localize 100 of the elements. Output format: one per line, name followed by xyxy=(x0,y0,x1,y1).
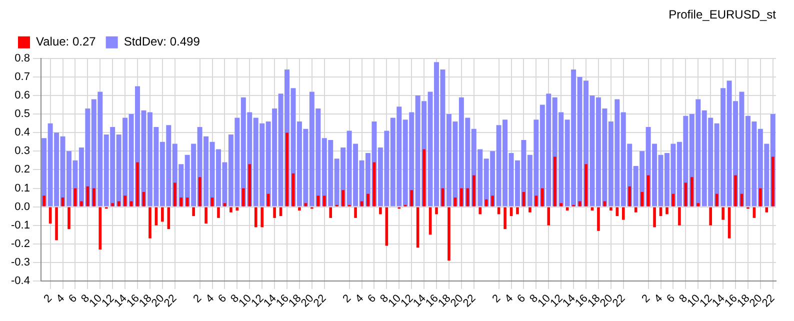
y-tick-label: 0.7 xyxy=(14,70,30,83)
x-tick-label: 22 xyxy=(461,292,478,310)
bar xyxy=(628,186,632,206)
bar xyxy=(142,192,146,206)
bar xyxy=(422,149,426,206)
y-tick-label: 0.3 xyxy=(14,145,30,158)
bar xyxy=(560,203,562,206)
bar xyxy=(603,201,606,206)
bar xyxy=(61,198,64,206)
x-tick-label: 6 xyxy=(216,292,229,306)
bar xyxy=(541,188,544,206)
bar xyxy=(771,156,774,206)
bar xyxy=(553,156,556,206)
bar xyxy=(684,182,688,206)
legend-label: StdDev: 0.499 xyxy=(124,34,200,49)
bar xyxy=(410,190,413,206)
bar xyxy=(722,207,724,220)
bar xyxy=(666,207,668,214)
bar xyxy=(217,207,220,218)
x-tick-label: 4 xyxy=(353,292,366,306)
bar xyxy=(55,207,58,240)
bar xyxy=(491,196,494,206)
bar xyxy=(68,207,70,230)
bar xyxy=(86,186,90,206)
bar xyxy=(690,177,694,206)
bar xyxy=(98,207,102,250)
bar xyxy=(516,207,519,214)
bar xyxy=(322,196,326,206)
bar xyxy=(678,207,681,226)
y-tick-label: -0.2 xyxy=(10,238,30,250)
bar xyxy=(578,201,582,206)
x-tick-label: 4 xyxy=(204,292,217,306)
x-tick-label: 2 xyxy=(490,292,504,306)
bar xyxy=(186,198,189,206)
x-tick-label: 2 xyxy=(640,292,653,306)
bar xyxy=(180,198,183,206)
bar xyxy=(360,201,364,206)
bar xyxy=(478,207,482,214)
bar xyxy=(759,188,762,206)
bar xyxy=(111,203,114,206)
y-tick-label: 0.1 xyxy=(14,182,30,194)
bar xyxy=(42,196,46,206)
bar xyxy=(260,207,264,228)
bar xyxy=(161,207,164,222)
y-tick-label: -0.1 xyxy=(10,219,30,232)
x-tick-label: 4 xyxy=(502,292,516,306)
y-tick-label: 0.2 xyxy=(14,164,30,176)
bar xyxy=(316,196,320,206)
bar xyxy=(130,201,133,206)
bar xyxy=(254,207,258,228)
bar xyxy=(354,207,357,218)
bar xyxy=(273,207,276,218)
bar xyxy=(136,162,139,206)
x-tick-label: 22 xyxy=(162,292,180,310)
bar xyxy=(80,201,83,206)
y-tick-label: -0.3 xyxy=(10,256,30,268)
bar xyxy=(124,196,126,206)
y-tick-label: 0.8 xyxy=(14,52,30,64)
bar xyxy=(366,194,370,206)
bar xyxy=(528,207,532,212)
x-tick-label: 6 xyxy=(366,292,378,306)
bar xyxy=(622,207,625,220)
y-tick-label: 0.0 xyxy=(14,200,30,213)
bar xyxy=(248,164,252,206)
bar xyxy=(522,192,526,206)
bar xyxy=(597,207,600,231)
x-tick-label: 6 xyxy=(66,292,80,306)
x-tick-label: 6 xyxy=(664,292,678,306)
bar xyxy=(472,175,476,206)
bar xyxy=(379,207,382,214)
bar xyxy=(117,201,120,206)
bar xyxy=(448,207,450,261)
bar xyxy=(342,190,344,206)
bar xyxy=(435,207,438,214)
bar xyxy=(460,188,463,206)
bar xyxy=(696,203,700,206)
x-tick-label: 4 xyxy=(54,292,68,306)
y-tick-label: -0.4 xyxy=(10,275,30,288)
bar xyxy=(734,175,737,206)
bar xyxy=(653,207,656,228)
bar xyxy=(504,207,506,230)
bar xyxy=(223,203,226,206)
bar xyxy=(454,198,457,206)
x-tick-label: 22 xyxy=(312,292,329,310)
y-tick-label: 0.6 xyxy=(14,90,30,102)
bar xyxy=(173,182,176,206)
bar xyxy=(204,207,208,224)
bar xyxy=(92,188,96,206)
x-tick-label: 2 xyxy=(42,292,55,306)
bar xyxy=(298,207,301,211)
bar xyxy=(329,207,332,218)
bar xyxy=(304,203,308,206)
x-tick-label: 2 xyxy=(340,292,354,306)
bar xyxy=(584,164,588,206)
x-tick-label: 2 xyxy=(191,292,204,306)
bar xyxy=(286,132,288,206)
legend-label: Value: 0.27 xyxy=(36,34,96,49)
bar xyxy=(210,198,214,206)
bar xyxy=(198,177,202,206)
bar xyxy=(610,207,612,211)
